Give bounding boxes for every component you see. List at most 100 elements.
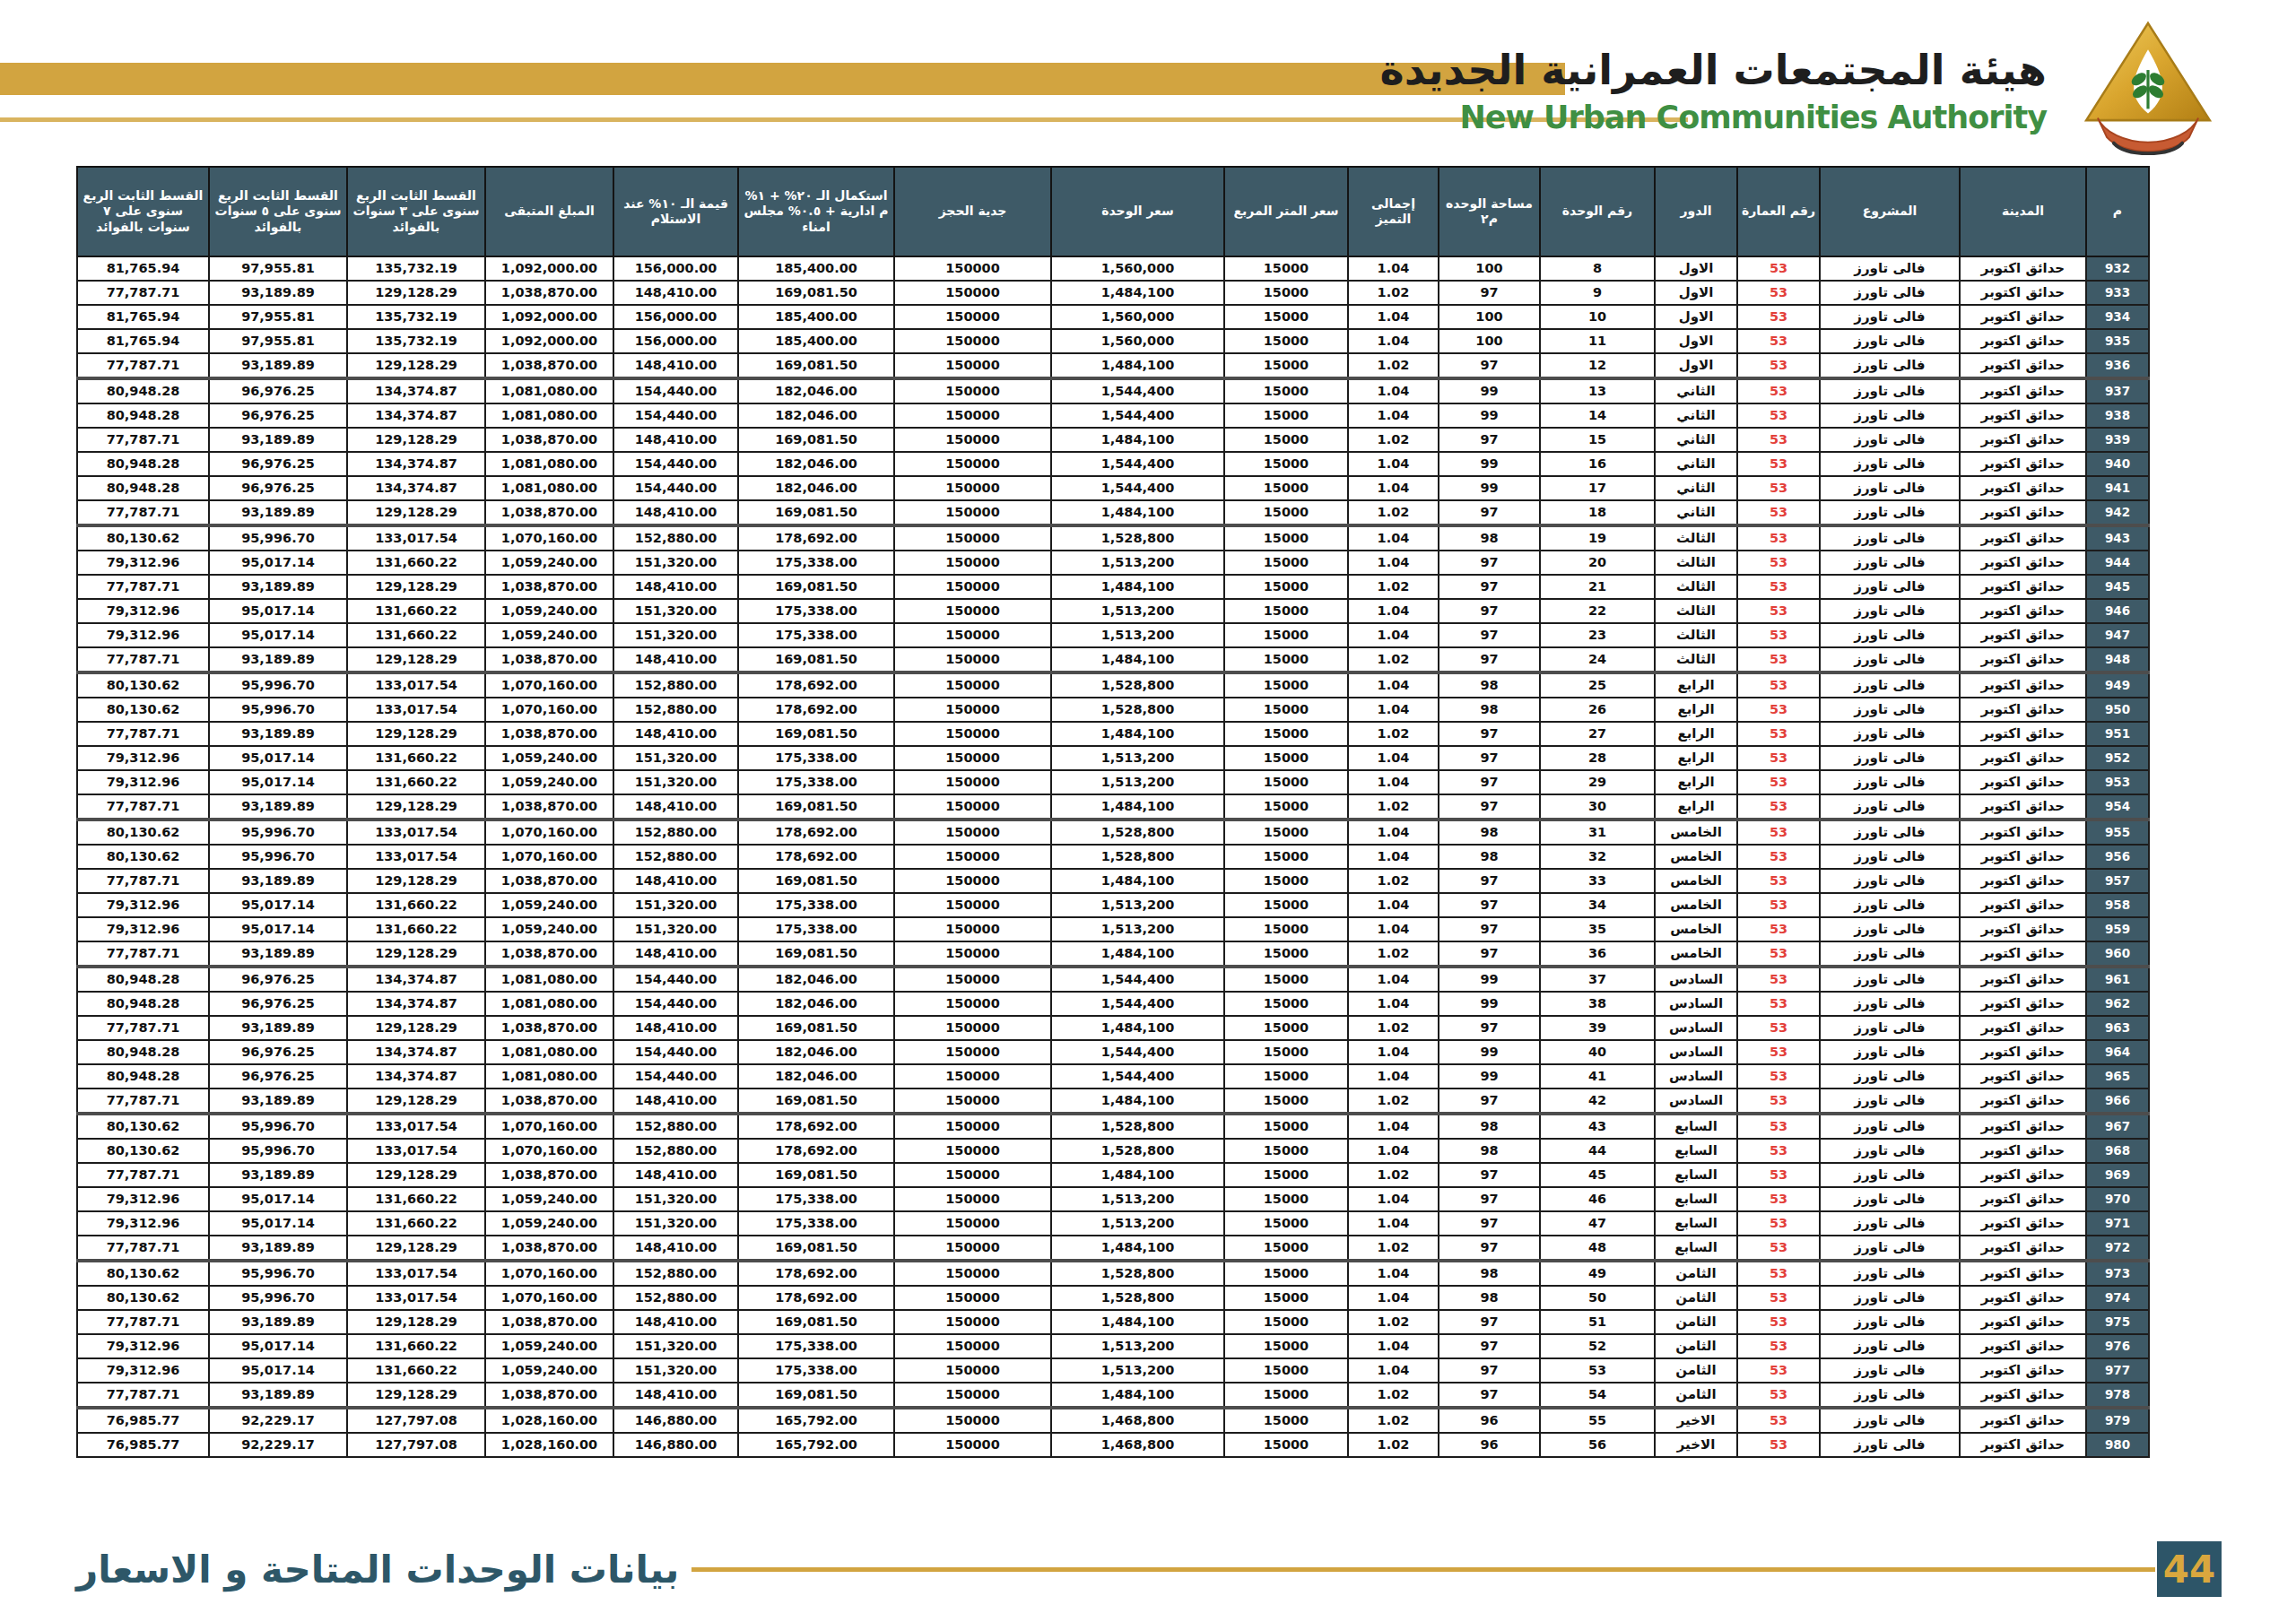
project-cell: فالى تاورز <box>1820 1089 1960 1114</box>
area-cell: 98 <box>1439 1139 1540 1163</box>
unit-cell: 45 <box>1540 1163 1655 1187</box>
table-row: 944حدائق اكتوبرفالى تاورز53الثالث20971.0… <box>77 551 2149 575</box>
premium-cell: 1.04 <box>1348 599 1439 623</box>
building-cell: 53 <box>1737 428 1820 452</box>
building-cell: 53 <box>1737 1016 1820 1040</box>
building-cell: 53 <box>1737 647 1820 672</box>
inst-3y-cell: 129,128.29 <box>347 941 485 967</box>
inst-7y-cell: 80,948.28 <box>77 967 209 992</box>
unit-cell: 42 <box>1540 1089 1655 1114</box>
area-cell: 97 <box>1439 1089 1540 1114</box>
m-cell: 944 <box>2086 551 2149 575</box>
sqm-price-cell: 15000 <box>1224 452 1348 476</box>
completion-cell: 185,400.00 <box>738 305 894 329</box>
inst-7y-cell: 77,787.71 <box>77 353 209 378</box>
remaining-cell: 1,059,240.00 <box>485 1187 613 1211</box>
booking-cell: 150000 <box>894 1163 1051 1187</box>
table-row: 979حدائق اكتوبرفالى تاورز53الاخير55961.0… <box>77 1408 2149 1433</box>
table-row: 935حدائق اكتوبرفالى تاورز53الاول111001.0… <box>77 329 2149 353</box>
inst-3y-cell: 133,017.54 <box>347 845 485 869</box>
remaining-cell: 1,092,000.00 <box>485 305 613 329</box>
table-row: 968حدائق اكتوبرفالى تاورز53السابع44981.0… <box>77 1139 2149 1163</box>
floor-cell: الثامن <box>1655 1310 1737 1334</box>
building-cell: 53 <box>1737 794 1820 820</box>
inst-5y-cell: 93,189.89 <box>209 353 347 378</box>
inst-5y-cell: 93,189.89 <box>209 794 347 820</box>
column-header-unit-price: سعر الوحدة <box>1051 167 1224 256</box>
project-cell: فالى تاورز <box>1820 525 1960 551</box>
table-row: 947حدائق اكتوبرفالى تاورز53الثالث23971.0… <box>77 623 2149 647</box>
m-cell: 967 <box>2086 1114 2149 1139</box>
inst-7y-cell: 80,130.62 <box>77 525 209 551</box>
sqm-price-cell: 15000 <box>1224 1211 1348 1236</box>
remaining-cell: 1,070,160.00 <box>485 1114 613 1139</box>
unit-price-cell: 1,484,100 <box>1051 1383 1224 1408</box>
remaining-cell: 1,070,160.00 <box>485 1139 613 1163</box>
inst-7y-cell: 80,948.28 <box>77 1064 209 1089</box>
inst-7y-cell: 79,312.96 <box>77 551 209 575</box>
floor-cell: الاول <box>1655 281 1737 305</box>
handover-cell: 148,410.00 <box>613 869 738 893</box>
unit-price-cell: 1,484,100 <box>1051 1236 1224 1261</box>
completion-cell: 178,692.00 <box>738 698 894 722</box>
sqm-price-cell: 15000 <box>1224 403 1348 428</box>
table-row: 943حدائق اكتوبرفالى تاورز53الثالث19981.0… <box>77 525 2149 551</box>
premium-cell: 1.02 <box>1348 1433 1439 1457</box>
floor-cell: الثاني <box>1655 476 1737 500</box>
inst-7y-cell: 79,312.96 <box>77 917 209 941</box>
handover-cell: 148,410.00 <box>613 1310 738 1334</box>
floor-cell: السابع <box>1655 1236 1737 1261</box>
unit-price-cell: 1,528,800 <box>1051 845 1224 869</box>
booking-cell: 150000 <box>894 672 1051 698</box>
floor-cell: الاول <box>1655 329 1737 353</box>
unit-price-cell: 1,560,000 <box>1051 256 1224 281</box>
remaining-cell: 1,070,160.00 <box>485 1261 613 1286</box>
unit-cell: 48 <box>1540 1236 1655 1261</box>
completion-cell: 175,338.00 <box>738 1334 894 1358</box>
inst-7y-cell: 80,130.62 <box>77 672 209 698</box>
unit-price-cell: 1,484,100 <box>1051 353 1224 378</box>
handover-cell: 151,320.00 <box>613 770 738 794</box>
unit-price-cell: 1,528,800 <box>1051 672 1224 698</box>
remaining-cell: 1,038,870.00 <box>485 281 613 305</box>
handover-cell: 148,410.00 <box>613 500 738 525</box>
sqm-price-cell: 15000 <box>1224 1358 1348 1383</box>
handover-cell: 151,320.00 <box>613 917 738 941</box>
inst-7y-cell: 80,948.28 <box>77 378 209 403</box>
handover-cell: 146,880.00 <box>613 1433 738 1457</box>
area-cell: 97 <box>1439 1358 1540 1383</box>
table-row: 957حدائق اكتوبرفالى تاورز53الخامس33971.0… <box>77 869 2149 893</box>
booking-cell: 150000 <box>894 1286 1051 1310</box>
project-cell: فالى تاورز <box>1820 917 1960 941</box>
remaining-cell: 1,081,080.00 <box>485 1064 613 1089</box>
project-cell: فالى تاورز <box>1820 1261 1960 1286</box>
floor-cell: الثالث <box>1655 575 1737 599</box>
inst-7y-cell: 76,985.77 <box>77 1433 209 1457</box>
floor-cell: الخامس <box>1655 917 1737 941</box>
table-row: 975حدائق اكتوبرفالى تاورز53الثامن51971.0… <box>77 1310 2149 1334</box>
booking-cell: 150000 <box>894 1383 1051 1408</box>
floor-cell: الاخير <box>1655 1433 1737 1457</box>
booking-cell: 150000 <box>894 476 1051 500</box>
inst-3y-cell: 129,128.29 <box>347 1089 485 1114</box>
unit-cell: 12 <box>1540 353 1655 378</box>
project-cell: فالى تاورز <box>1820 452 1960 476</box>
inst-7y-cell: 80,948.28 <box>77 403 209 428</box>
inst-3y-cell: 131,660.22 <box>347 551 485 575</box>
booking-cell: 150000 <box>894 378 1051 403</box>
sqm-price-cell: 15000 <box>1224 1016 1348 1040</box>
booking-cell: 150000 <box>894 770 1051 794</box>
remaining-cell: 1,028,160.00 <box>485 1433 613 1457</box>
booking-cell: 150000 <box>894 353 1051 378</box>
premium-cell: 1.02 <box>1348 428 1439 452</box>
inst-3y-cell: 129,128.29 <box>347 1016 485 1040</box>
remaining-cell: 1,038,870.00 <box>485 1236 613 1261</box>
unit-price-cell: 1,528,800 <box>1051 1261 1224 1286</box>
handover-cell: 148,410.00 <box>613 1383 738 1408</box>
city-cell: حدائق اكتوبر <box>1960 329 2086 353</box>
inst-5y-cell: 96,976.25 <box>209 1040 347 1064</box>
inst-3y-cell: 131,660.22 <box>347 893 485 917</box>
building-cell: 53 <box>1737 820 1820 845</box>
area-cell: 100 <box>1439 329 1540 353</box>
floor-cell: الثالث <box>1655 551 1737 575</box>
